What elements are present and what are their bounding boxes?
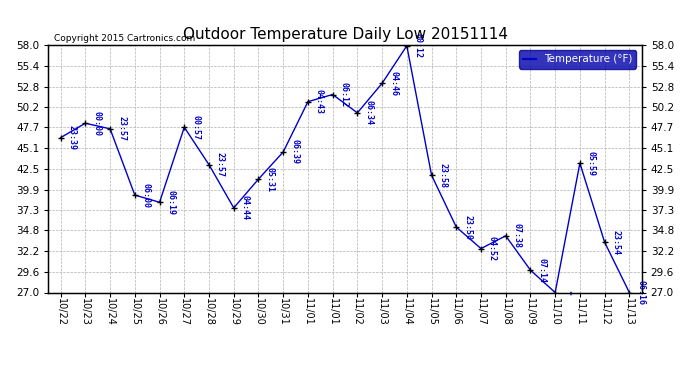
Text: 23:39: 23:39 [68, 125, 77, 150]
Title: Outdoor Temperature Daily Low 20151114: Outdoor Temperature Daily Low 20151114 [182, 27, 508, 42]
Text: 06:19: 06:19 [166, 190, 175, 215]
Text: 23:58: 23:58 [438, 163, 448, 188]
Text: 04:43: 04:43 [315, 89, 324, 114]
Text: 05:59: 05:59 [586, 151, 596, 176]
Text: 05:31: 05:31 [266, 166, 275, 192]
Text: 04:46: 04:46 [389, 71, 398, 96]
Text: 23:54: 23:54 [611, 230, 620, 255]
Text: 06:34: 06:34 [364, 100, 373, 125]
Text: 04:52: 04:52 [488, 236, 497, 261]
Text: 07:38: 07:38 [513, 224, 522, 248]
Text: 06:12: 06:12 [339, 82, 348, 107]
Text: 23:57: 23:57 [216, 152, 225, 177]
Legend: Temperature (°F): Temperature (°F) [519, 50, 636, 69]
Text: 23:57: 23:57 [117, 116, 126, 141]
Text: 07:14: 07:14 [538, 258, 546, 283]
Text: 06:00: 06:00 [141, 183, 151, 208]
Text: 00:12: 00:12 [414, 33, 423, 58]
Text: 04:44: 04:44 [241, 195, 250, 220]
Text: Copyright 2015 Cartronics.com: Copyright 2015 Cartronics.com [55, 33, 195, 42]
Text: 00:00: 00:00 [92, 111, 101, 136]
Text: 06:39: 06:39 [290, 140, 299, 165]
Text: 00:57: 00:57 [191, 115, 200, 140]
Text: 23:50: 23:50 [463, 214, 472, 240]
Text: 06:16: 06:16 [636, 280, 645, 305]
Text: *: * [562, 290, 571, 295]
